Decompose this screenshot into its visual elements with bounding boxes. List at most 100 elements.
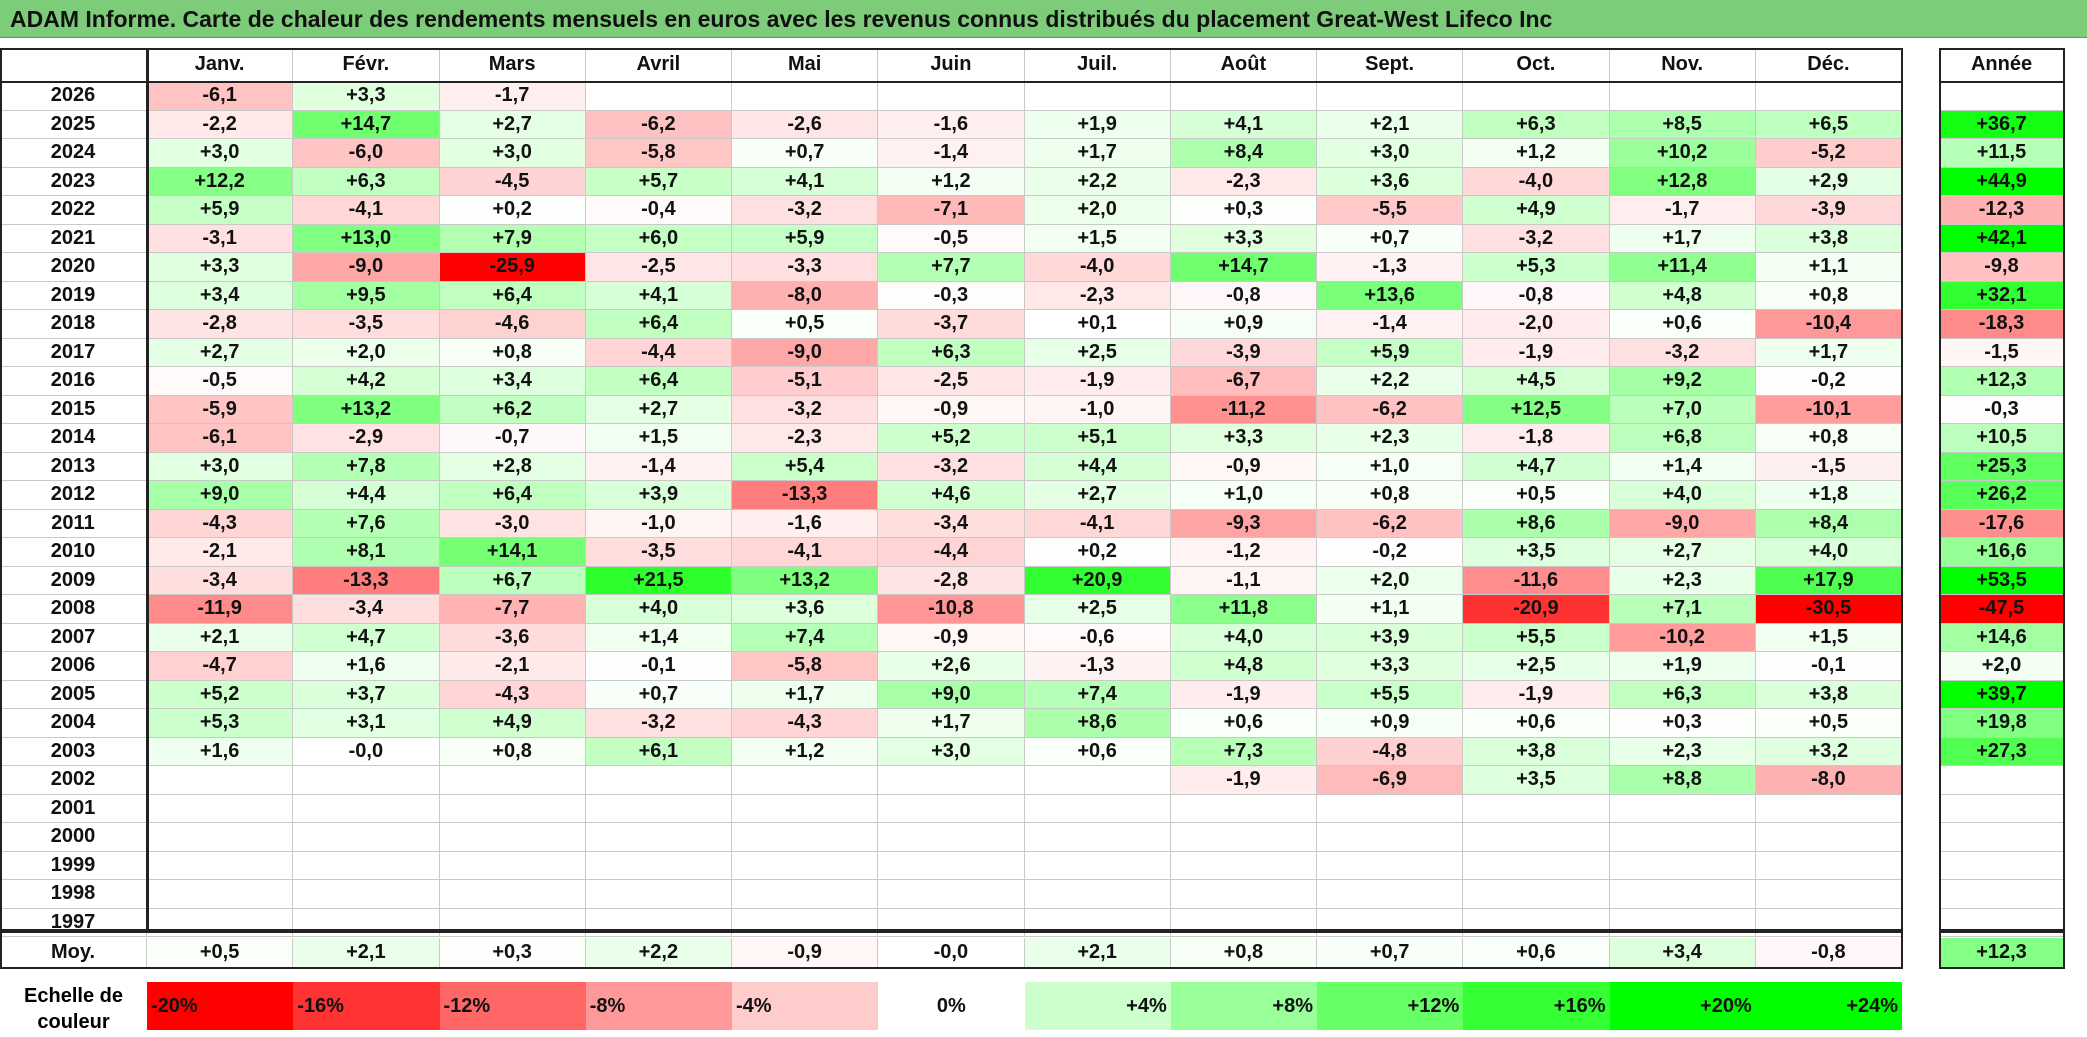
heatmap-cell: +2,3 bbox=[1317, 424, 1464, 453]
heatmap-cell: -4,7 bbox=[147, 652, 294, 681]
heatmap-cell: +0,6 bbox=[1609, 310, 1756, 339]
heatmap-cell: -4,1 bbox=[732, 538, 879, 567]
heatmap-cell: -13,3 bbox=[293, 566, 440, 595]
heatmap-cell bbox=[439, 880, 586, 909]
heatmap-cell bbox=[1609, 851, 1756, 880]
heatmap-cell: +3,1 bbox=[293, 709, 440, 738]
heatmap-cell: -6,1 bbox=[147, 424, 294, 453]
heatmap-cell bbox=[878, 794, 1025, 823]
heatmap-cell: +0,7 bbox=[1317, 224, 1464, 253]
year-label: 2015 bbox=[0, 395, 147, 424]
heatmap-cell: +7,4 bbox=[732, 623, 879, 652]
heatmap-cell: -4,1 bbox=[293, 196, 440, 225]
heatmap-cell: -4,4 bbox=[585, 338, 732, 367]
color-scale-swatch: +24% bbox=[1755, 982, 1902, 1030]
heatmap-cell: -1,7 bbox=[439, 82, 586, 111]
heatmap-cell: +7,8 bbox=[293, 452, 440, 481]
heatmap-cell bbox=[293, 851, 440, 880]
heatmap-cell: +2,1 bbox=[147, 623, 294, 652]
year-label: 2016 bbox=[0, 367, 147, 396]
heatmap-cell bbox=[878, 851, 1025, 880]
heatmap-cell: +4,0 bbox=[585, 595, 732, 624]
heatmap-cell bbox=[1170, 851, 1317, 880]
heatmap-cell: +1,8 bbox=[1755, 481, 1902, 510]
color-scale-swatch: -16% bbox=[293, 982, 440, 1030]
heatmap-cell: -0,7 bbox=[439, 424, 586, 453]
heatmap-cell bbox=[732, 794, 879, 823]
heatmap-cell: +8,8 bbox=[1609, 766, 1756, 795]
heatmap-cell bbox=[1317, 794, 1464, 823]
annual-cell bbox=[1939, 880, 2065, 909]
heatmap-cell bbox=[1755, 851, 1902, 880]
annual-cell: +12,3 bbox=[1939, 367, 2065, 396]
color-scale-swatch: -12% bbox=[439, 982, 586, 1030]
heatmap-cell: -4,4 bbox=[878, 538, 1025, 567]
heatmap-cell: +1,5 bbox=[585, 424, 732, 453]
heatmap-cell: +0,5 bbox=[1463, 481, 1610, 510]
heatmap-cell bbox=[878, 766, 1025, 795]
annual-cell: +19,8 bbox=[1939, 709, 2065, 738]
heatmap-cell bbox=[293, 908, 440, 937]
heatmap-cell: -1,9 bbox=[1463, 680, 1610, 709]
heatmap-cell: -4,6 bbox=[439, 310, 586, 339]
year-label: 2025 bbox=[0, 110, 147, 139]
heatmap-cell: +10,2 bbox=[1609, 139, 1756, 168]
heatmap-cell: +5,5 bbox=[1317, 680, 1464, 709]
annual-cell: +36,7 bbox=[1939, 110, 2065, 139]
year-label: 2010 bbox=[0, 538, 147, 567]
heatmap-cell: -0,6 bbox=[1024, 623, 1171, 652]
heatmap-cell: -6,2 bbox=[1317, 395, 1464, 424]
heatmap-cell bbox=[1463, 823, 1610, 852]
heatmap-cell bbox=[878, 823, 1025, 852]
heatmap-cell: -2,6 bbox=[732, 110, 879, 139]
heatmap-cell bbox=[1024, 851, 1171, 880]
heatmap-cell: -4,3 bbox=[732, 709, 879, 738]
heatmap-cell bbox=[1170, 880, 1317, 909]
heatmap-cell bbox=[147, 823, 294, 852]
heatmap-cell: -2,3 bbox=[1024, 281, 1171, 310]
heatmap-cell: -0,1 bbox=[585, 652, 732, 681]
heatmap-cell: -0,5 bbox=[878, 224, 1025, 253]
heatmap-cell: -1,9 bbox=[1463, 338, 1610, 367]
heatmap-cell: -6,9 bbox=[1317, 766, 1464, 795]
heatmap-cell: +9,0 bbox=[147, 481, 294, 510]
month-header: Févr. bbox=[293, 48, 440, 82]
heatmap-cell: -0,9 bbox=[878, 623, 1025, 652]
heatmap-cell: +4,1 bbox=[1170, 110, 1317, 139]
heatmap-cell: -5,9 bbox=[147, 395, 294, 424]
month-header: Juil. bbox=[1024, 48, 1171, 82]
heatmap-cell: -3,1 bbox=[147, 224, 294, 253]
annual-cell bbox=[1939, 823, 2065, 852]
heatmap-cell bbox=[585, 908, 732, 937]
heatmap-cell: -8,0 bbox=[1755, 766, 1902, 795]
heatmap-cell bbox=[1024, 880, 1171, 909]
heatmap-cell: +9,2 bbox=[1609, 367, 1756, 396]
heatmap-cell: +1,6 bbox=[293, 652, 440, 681]
heatmap-cell bbox=[878, 82, 1025, 111]
average-cell: +2,2 bbox=[585, 938, 732, 968]
heatmap-cell bbox=[1463, 880, 1610, 909]
year-label: 1999 bbox=[0, 851, 147, 880]
year-label: 2007 bbox=[0, 623, 147, 652]
chart-title: ADAM Informe. Carte de chaleur des rende… bbox=[0, 0, 2087, 38]
heatmap-cell bbox=[585, 766, 732, 795]
heatmap-cell: -0,9 bbox=[878, 395, 1025, 424]
heatmap-cell: +6,3 bbox=[878, 338, 1025, 367]
average-cell: -0,9 bbox=[732, 938, 879, 968]
heatmap-cell bbox=[585, 851, 732, 880]
heatmap-cell: +3,6 bbox=[732, 595, 879, 624]
heatmap-cell: +3,0 bbox=[1317, 139, 1464, 168]
heatmap-cell: +4,4 bbox=[293, 481, 440, 510]
heatmap-cell: -3,9 bbox=[1170, 338, 1317, 367]
heatmap-cell bbox=[1024, 766, 1171, 795]
heatmap-cell: -4,0 bbox=[1024, 253, 1171, 282]
heatmap-cell: +6,4 bbox=[439, 481, 586, 510]
heatmap-cell: +6,2 bbox=[439, 395, 586, 424]
heatmap-cell: -3,2 bbox=[732, 395, 879, 424]
heatmap-cell: -3,2 bbox=[1463, 224, 1610, 253]
heatmap-cell: +4,7 bbox=[1463, 452, 1610, 481]
heatmap-cell: -0,2 bbox=[1755, 367, 1902, 396]
annual-cell bbox=[1939, 794, 2065, 823]
annual-cell: +16,6 bbox=[1939, 538, 2065, 567]
heatmap-cell: +0,8 bbox=[439, 338, 586, 367]
